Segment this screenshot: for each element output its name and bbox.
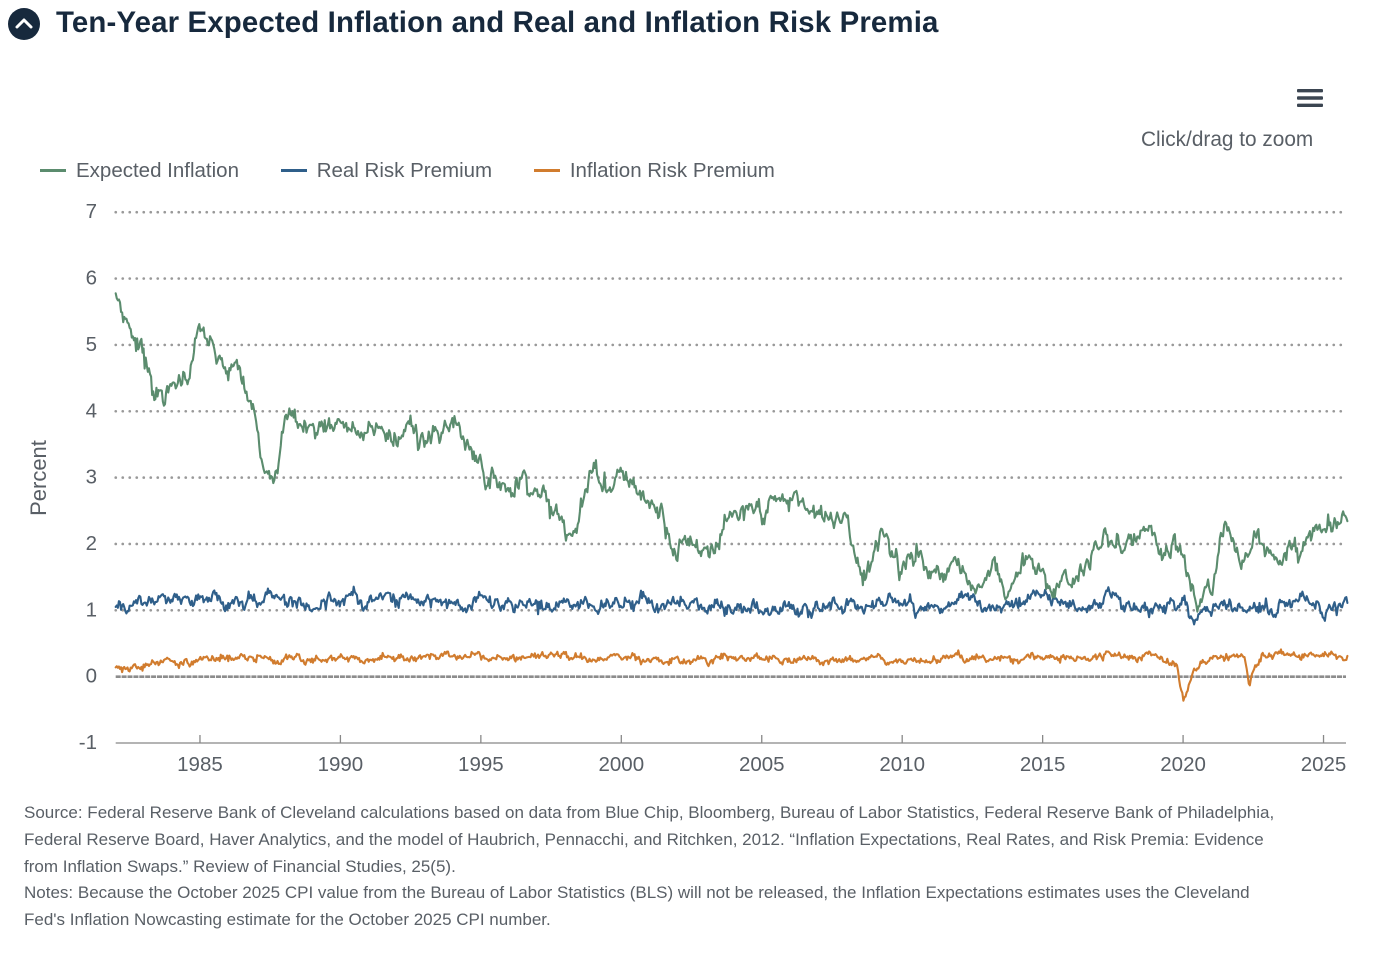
svg-text:2020: 2020 <box>1160 753 1206 776</box>
svg-text:5: 5 <box>86 333 97 356</box>
svg-text:0: 0 <box>86 665 97 688</box>
svg-text:2015: 2015 <box>1020 753 1066 776</box>
svg-text:7: 7 <box>86 200 97 223</box>
svg-text:3: 3 <box>86 466 97 489</box>
svg-text:4: 4 <box>86 399 97 422</box>
svg-text:2010: 2010 <box>879 753 925 776</box>
svg-text:2025: 2025 <box>1301 753 1347 776</box>
svg-text:-1: -1 <box>79 731 97 754</box>
svg-text:Percent: Percent <box>26 440 51 516</box>
svg-text:1990: 1990 <box>318 753 364 776</box>
svg-text:6: 6 <box>86 267 97 290</box>
svg-text:1995: 1995 <box>458 753 504 776</box>
svg-text:1985: 1985 <box>177 753 223 776</box>
svg-text:2005: 2005 <box>739 753 785 776</box>
svg-text:1: 1 <box>86 598 97 621</box>
svg-text:2: 2 <box>86 532 97 555</box>
svg-text:2000: 2000 <box>598 753 644 776</box>
